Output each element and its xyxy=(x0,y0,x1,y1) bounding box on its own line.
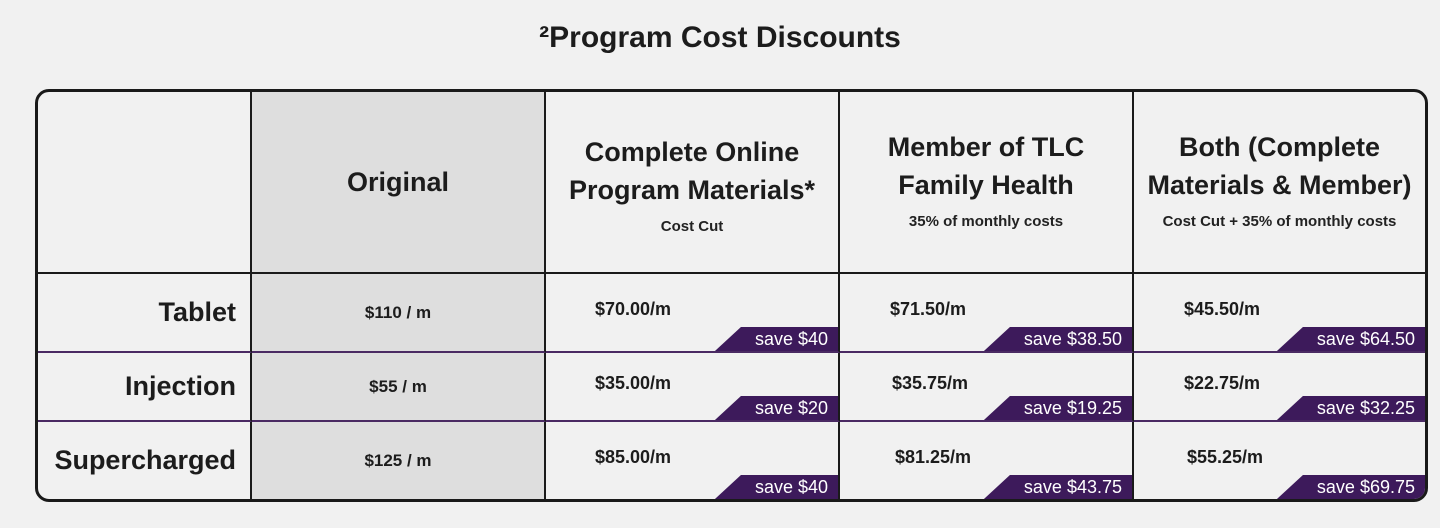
discount-table: Original Complete Online Program Materia… xyxy=(35,89,1428,502)
save-badge-online-tablet: save $40 xyxy=(714,327,838,351)
both-price-cell: $22.75/m save $32.25 xyxy=(1134,353,1425,422)
online-price-injection: $35.00/m xyxy=(595,373,672,393)
header-online-materials: Complete Online Program Materials* Cost … xyxy=(546,92,840,274)
row-label-injection: Injection xyxy=(124,371,236,401)
original-price-supercharged: $125 / m xyxy=(364,450,432,470)
row-label-cell: Injection xyxy=(38,353,252,422)
both-price-tablet: $45.50/m xyxy=(1184,299,1261,319)
page-title: ²Program Cost Discounts xyxy=(539,21,901,54)
row-label-cell: Tablet xyxy=(38,274,252,353)
member-price-supercharged: $81.25/m xyxy=(895,447,972,467)
member-price-tablet: $71.50/m xyxy=(890,299,967,319)
save-badge-both-supercharged: save $69.75 xyxy=(1276,475,1425,499)
save-badge-online-supercharged: save $40 xyxy=(714,475,838,499)
online-price-supercharged: $85.00/m xyxy=(595,447,672,467)
member-price-cell: $71.50/m save $38.50 xyxy=(840,274,1134,353)
header-original: Original xyxy=(252,92,546,274)
member-price-cell: $35.75/m save $19.25 xyxy=(840,353,1134,422)
online-price-cell: $70.00/m save $40 xyxy=(546,274,840,353)
save-badge-member-supercharged: save $43.75 xyxy=(983,475,1132,499)
original-price-cell: $55 / m xyxy=(252,353,546,422)
online-price-tablet: $70.00/m xyxy=(595,299,672,319)
header-online-materials-subtitle: Cost Cut xyxy=(660,218,724,235)
member-price-cell: $81.25/m save $43.75 xyxy=(840,422,1134,499)
original-price-injection: $55 / m xyxy=(369,376,427,396)
row-label-cell: Supercharged xyxy=(38,422,252,499)
discount-grid: Original Complete Online Program Materia… xyxy=(38,92,1425,499)
header-both-title: Both (Complete Materials & Member) xyxy=(1147,132,1412,200)
both-price-injection: $22.75/m xyxy=(1184,373,1261,393)
save-badge-member-injection: save $19.25 xyxy=(983,396,1132,420)
header-both-subtitle: Cost Cut + 35% of monthly costs xyxy=(1162,213,1397,230)
save-badge-both-injection: save $32.25 xyxy=(1276,396,1425,420)
header-member-title: Member of TLC Family Health xyxy=(887,132,1085,200)
header-member: Member of TLC Family Health 35% of month… xyxy=(840,92,1134,274)
member-price-injection: $35.75/m xyxy=(892,373,969,393)
save-badge-online-injection: save $20 xyxy=(714,396,838,420)
original-price-tablet: $110 / m xyxy=(364,302,432,322)
both-price-cell: $45.50/m save $64.50 xyxy=(1134,274,1425,353)
header-both: Both (Complete Materials & Member) Cost … xyxy=(1134,92,1425,274)
online-price-cell: $85.00/m save $40 xyxy=(546,422,840,499)
corner-cell xyxy=(38,92,252,274)
save-badge-member-tablet: save $38.50 xyxy=(983,327,1132,351)
header-online-materials-title: Complete Online Program Materials* xyxy=(568,137,816,205)
both-price-supercharged: $55.25/m xyxy=(1187,447,1264,467)
row-label-tablet: Tablet xyxy=(158,297,236,327)
header-original-title: Original xyxy=(346,166,449,197)
header-member-subtitle: 35% of monthly costs xyxy=(908,213,1064,230)
original-price-cell: $125 / m xyxy=(252,422,546,499)
save-badge-both-tablet: save $64.50 xyxy=(1276,327,1425,351)
both-price-cell: $55.25/m save $69.75 xyxy=(1134,422,1425,499)
online-price-cell: $35.00/m save $20 xyxy=(546,353,840,422)
original-price-cell: $110 / m xyxy=(252,274,546,353)
row-label-supercharged: Supercharged xyxy=(54,445,236,475)
